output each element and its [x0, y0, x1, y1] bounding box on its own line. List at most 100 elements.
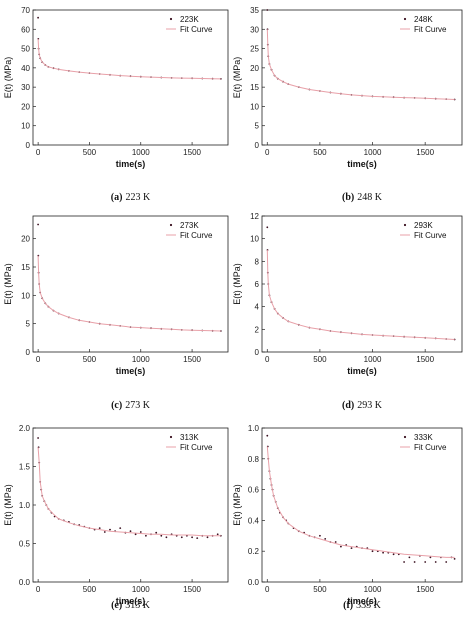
plot-frame [261, 427, 463, 583]
panel-caption: (b) 248 K [342, 192, 383, 203]
x-tick-label: 500 [313, 585, 327, 594]
y-tick-label: 35 [250, 6, 259, 15]
x-tick-label: 1500 [416, 585, 434, 594]
series-fit-curve [266, 29, 455, 100]
series-measured [37, 437, 222, 539]
data-point [103, 531, 106, 533]
y-tick-label: 20 [21, 235, 30, 244]
y-tick-label: 0.4 [248, 516, 260, 525]
series-fit-curve [37, 38, 221, 80]
data-point [109, 528, 111, 531]
fit-curve-line [37, 447, 221, 537]
legend-entry: 248K [414, 15, 433, 24]
data-point [266, 9, 269, 11]
legend-entry: Fit Curve [414, 231, 447, 240]
data-point [155, 531, 158, 534]
y-tick-label: 0 [26, 141, 31, 150]
panel-caption-letter: (b) [342, 192, 354, 203]
x-tick-label: 0 [36, 585, 41, 594]
x-tick-label: 1500 [183, 355, 201, 364]
data-point [119, 527, 122, 529]
y-tick-label: 4 [255, 303, 260, 312]
legend-entry: Fit Curve [180, 443, 213, 452]
panel-caption: (c) 273 K [111, 400, 151, 411]
data-point [445, 561, 448, 563]
legend-swatch-marker [169, 17, 173, 21]
data-point [98, 527, 101, 529]
legend-entry: Fit Curve [414, 25, 447, 34]
data-point [160, 534, 163, 537]
x-tick-label: 1000 [132, 355, 150, 364]
series-fit-curve [266, 249, 455, 340]
y-tick-label: 30 [250, 25, 259, 34]
y-tick-label: 30 [21, 83, 30, 92]
x-tick-label: 1500 [416, 355, 434, 364]
data-point [180, 536, 183, 539]
panel-caption: (d) 293 K [342, 400, 383, 411]
data-point [371, 550, 374, 553]
data-point [340, 545, 342, 548]
x-tick-label: 1000 [132, 585, 150, 594]
fit-curve-line [266, 249, 455, 340]
data-point [408, 556, 411, 559]
y-tick-label: 2 [255, 325, 260, 334]
data-point [350, 547, 353, 549]
data-point [319, 534, 321, 537]
y-tick-label: 0.2 [248, 547, 260, 556]
data-point [392, 553, 395, 556]
legend-entry: 293K [414, 221, 433, 230]
y-axis-label: E(t) (MPa) [3, 57, 13, 99]
y-tick-label: 40 [21, 64, 30, 73]
data-point [134, 533, 137, 536]
legend-entry: Fit Curve [180, 231, 213, 240]
y-tick-label: 12 [250, 212, 259, 221]
data-point [37, 223, 39, 226]
y-tick-label: 0 [255, 141, 260, 150]
x-tick-label: 1500 [416, 148, 434, 157]
data-point [403, 561, 405, 563]
y-axis-label: E(t) (MPa) [3, 263, 13, 305]
panel-caption-letter: (a) [111, 192, 123, 203]
data-point [424, 561, 427, 563]
x-tick-label: 1000 [364, 585, 382, 594]
chart-panel-1: 0 500 1000 1500 0 5 10 15 20 25 30 35 time(s) E(t) (M… [232, 6, 463, 203]
y-tick-label: 6 [255, 280, 260, 289]
x-axis-label: time(s) [116, 596, 146, 606]
y-tick-label: 0.8 [248, 455, 260, 464]
x-tick-label: 0 [265, 585, 270, 594]
y-tick-label: 15 [21, 263, 30, 272]
legend-swatch-marker [169, 223, 173, 227]
y-tick-label: 20 [250, 64, 259, 73]
chart-panel-3: 0 500 1000 1500 0 2 4 6 8 10 12 time(s) E(t) (MPa) 29… [232, 212, 463, 411]
y-tick-label: 70 [21, 6, 30, 15]
chart-panel-0: 0 500 1000 1500 0 10 20 30 40 50 60 70 time(s) E(t) (… [3, 6, 229, 203]
x-tick-label: 1000 [364, 355, 382, 364]
plot-frame [32, 215, 229, 353]
y-tick-label: 15 [250, 83, 259, 92]
x-tick-label: 500 [83, 355, 97, 364]
x-axis-label: time(s) [347, 366, 377, 376]
data-point [324, 538, 327, 540]
y-tick-label: 10 [21, 291, 30, 300]
panel-caption-letter: (d) [342, 400, 354, 411]
fit-curve-line [37, 38, 221, 80]
data-point [453, 558, 456, 560]
data-point [139, 531, 142, 533]
data-point [191, 536, 194, 539]
legend-entry: 313K [180, 433, 199, 442]
x-tick-label: 0 [265, 148, 270, 157]
panel-caption-text: 333 K [356, 600, 382, 611]
series-fit-curve [37, 447, 221, 537]
legend-swatch-marker [403, 17, 407, 21]
panel-caption: (e) 313 K [111, 600, 151, 611]
y-tick-label: 10 [21, 122, 30, 131]
x-tick-label: 500 [83, 148, 97, 157]
plot-frame [32, 9, 229, 146]
y-tick-label: 1.5 [19, 463, 31, 472]
y-tick-label: 10 [250, 235, 259, 244]
